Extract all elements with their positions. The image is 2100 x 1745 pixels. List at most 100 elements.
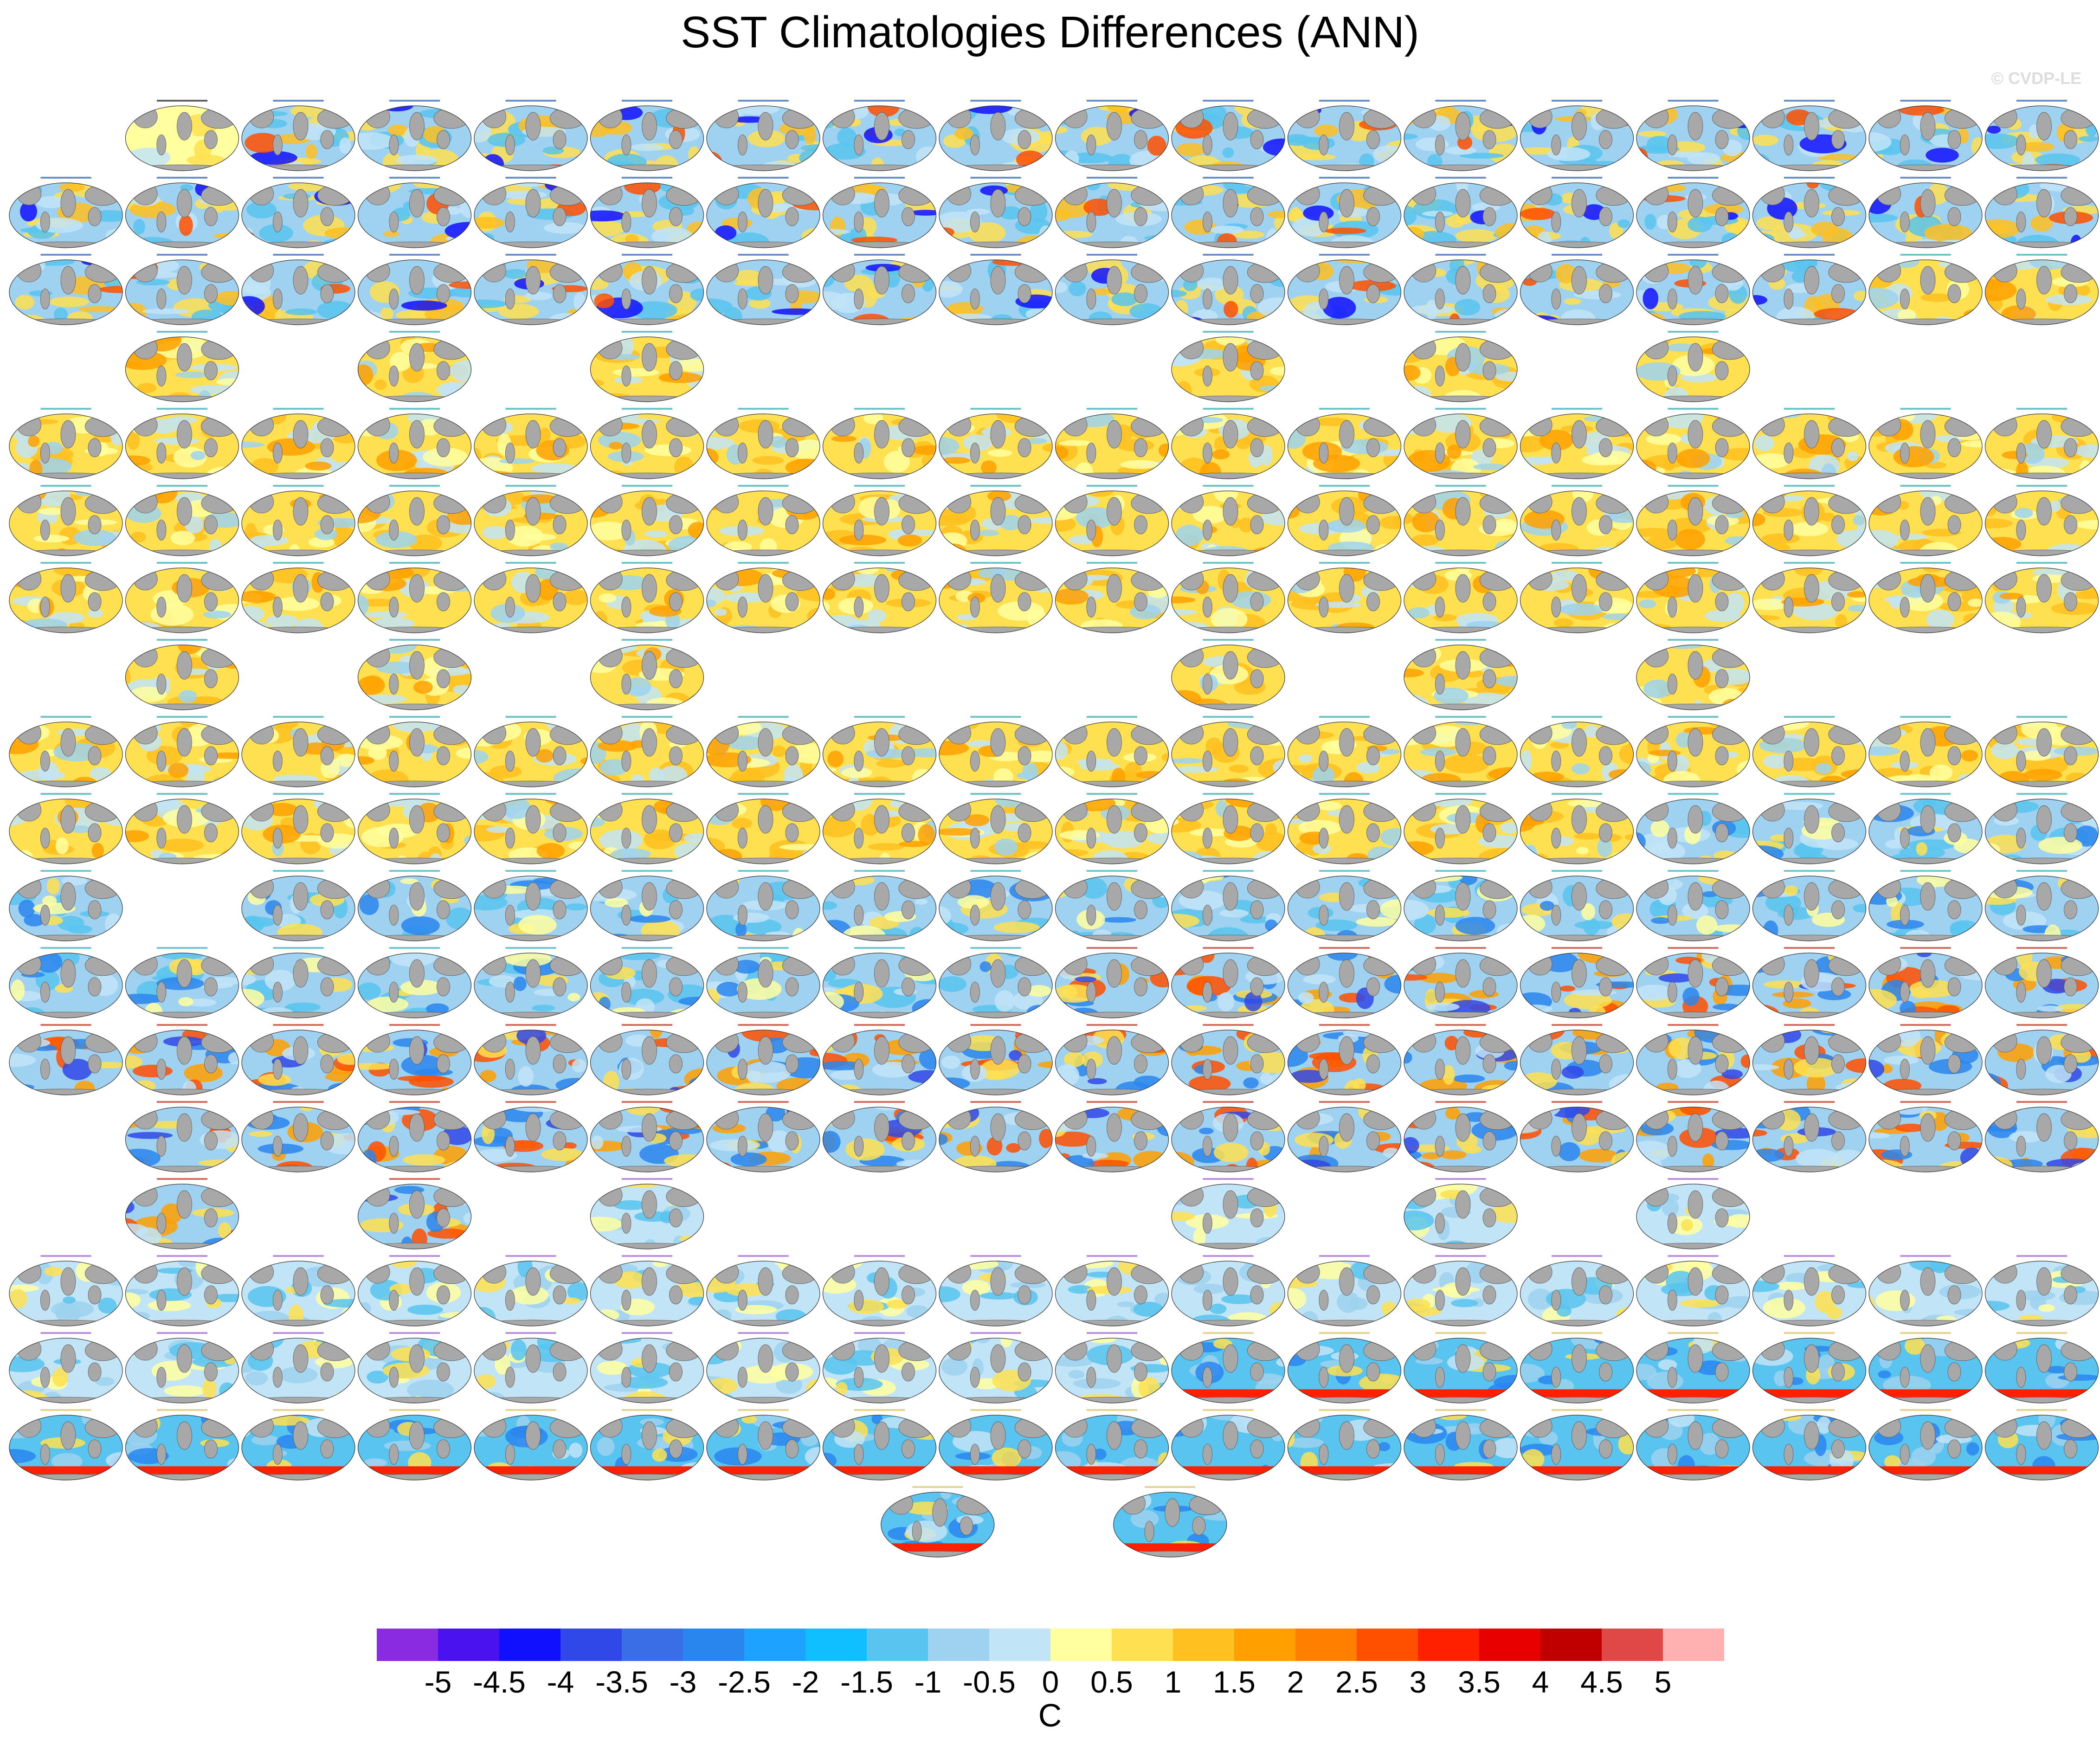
- land-mask: [1404, 318, 1517, 325]
- land-mask: [1063, 876, 1088, 899]
- anomaly-patch: [1288, 1005, 1311, 1012]
- panel-title: [1435, 331, 1486, 333]
- land-mask: [1202, 751, 1212, 772]
- map-panel: [706, 562, 820, 633]
- anomaly-patch: [9, 1053, 36, 1067]
- land-mask: [707, 241, 819, 248]
- anomaly-patch: [461, 855, 471, 864]
- map-panel: [939, 100, 1053, 171]
- land-mask: [737, 597, 747, 618]
- anomaly-patch: [867, 609, 886, 623]
- anomaly-patch: [1219, 909, 1249, 918]
- land-mask: [940, 1011, 1052, 1018]
- anomaly-patch: [1380, 828, 1401, 846]
- map-border: [939, 490, 1053, 556]
- land-mask: [1455, 189, 1471, 218]
- anomaly-patch: [800, 471, 820, 479]
- panel-title: [1203, 870, 1254, 872]
- anomaly-patch: [844, 275, 873, 292]
- map-panel: [590, 793, 704, 864]
- map-border: [1171, 644, 1285, 710]
- anomaly-patch: [1636, 459, 1657, 476]
- land-mask: [1107, 959, 1122, 988]
- map-border: [241, 259, 355, 325]
- map-panel: [1171, 254, 1285, 325]
- land-mask: [1411, 106, 1437, 129]
- land-mask: [2064, 515, 2077, 534]
- anomaly-patch: [1055, 588, 1089, 605]
- land-mask: [389, 443, 399, 464]
- panel-title: [621, 870, 673, 872]
- map-panel: [1520, 100, 1634, 171]
- land-mask: [204, 130, 218, 149]
- anomaly-patch: [1761, 533, 1800, 544]
- land-mask: [505, 212, 515, 232]
- anomaly-patch: [596, 851, 608, 860]
- land-mask: [88, 1054, 102, 1074]
- land-mask: [1527, 568, 1552, 591]
- land-mask: [126, 318, 238, 325]
- land-mask: [1521, 549, 1633, 556]
- land-mask: [1599, 207, 1612, 226]
- anomaly-patch: [1179, 722, 1191, 728]
- anomaly-patch: [1404, 722, 1440, 727]
- land-mask: [1086, 135, 1096, 155]
- panel-title: [1435, 100, 1486, 102]
- panel-title: [389, 716, 440, 718]
- land-mask: [1107, 882, 1122, 911]
- land-mask: [1056, 318, 1168, 325]
- anomaly-patch: [1869, 316, 1897, 325]
- land-mask: [1753, 626, 1865, 633]
- land-mask: [1479, 185, 1515, 206]
- anomaly-patch: [553, 768, 587, 787]
- land-mask: [365, 722, 390, 745]
- land-mask: [317, 570, 353, 591]
- land-mask: [940, 241, 1052, 248]
- map-panel: [1636, 562, 1750, 633]
- land-mask: [1247, 185, 1283, 206]
- land-mask: [642, 189, 657, 218]
- map-border: [1984, 876, 2099, 941]
- land-mask: [621, 597, 631, 618]
- land-mask: [482, 799, 507, 822]
- land-mask: [1521, 626, 1633, 633]
- anomaly-patch: [688, 146, 701, 163]
- panel-title: [1086, 716, 1138, 718]
- anomaly-patch: [1763, 920, 1778, 940]
- land-mask: [1482, 284, 1496, 303]
- panel-title: [156, 562, 208, 564]
- map-panel: [9, 408, 123, 479]
- map-panel: [357, 947, 472, 1018]
- land-mask: [598, 491, 623, 514]
- map-panel: [1287, 254, 1402, 325]
- anomaly-patch: [91, 843, 104, 859]
- anomaly-patch: [545, 799, 583, 806]
- land-mask: [1760, 414, 1785, 437]
- land-mask: [365, 568, 390, 591]
- land-mask: [898, 724, 934, 745]
- panel-title: [1668, 947, 1719, 949]
- land-mask: [359, 857, 470, 864]
- anomaly-patch: [367, 769, 409, 787]
- land-mask: [898, 955, 934, 976]
- anomaly-patch: [1240, 915, 1270, 924]
- land-mask: [1599, 823, 1612, 843]
- panel-title: [854, 408, 905, 410]
- anomaly-patch: [2018, 142, 2055, 152]
- land-mask: [642, 805, 657, 834]
- map-panel: [474, 947, 588, 1018]
- map-border: [125, 105, 239, 171]
- land-mask: [1712, 108, 1748, 129]
- land-mask: [204, 669, 218, 689]
- map-border: [125, 721, 239, 787]
- land-mask: [990, 266, 1006, 295]
- land-mask: [1014, 724, 1050, 745]
- anomaly-patch: [190, 385, 233, 395]
- anomaly-patch: [486, 826, 510, 833]
- land-mask: [642, 651, 657, 680]
- panel-title: [2016, 562, 2068, 564]
- land-mask: [1014, 878, 1050, 899]
- anomaly-patch: [125, 1055, 143, 1069]
- anomaly-patch: [1227, 722, 1275, 729]
- map-border: [9, 567, 123, 633]
